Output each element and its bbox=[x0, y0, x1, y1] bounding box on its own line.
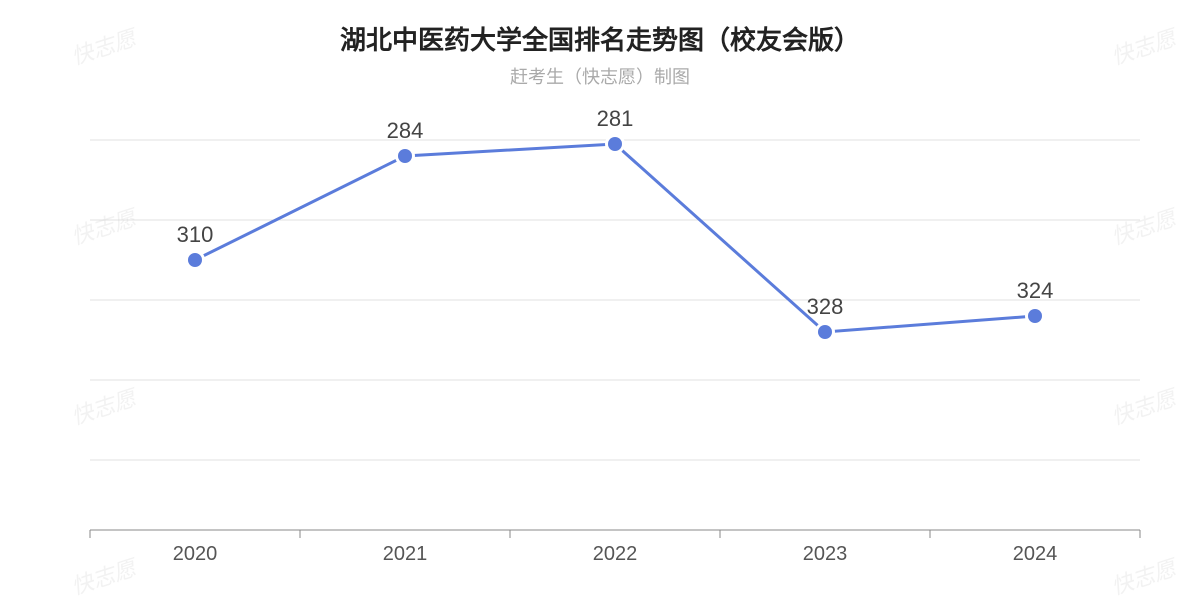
x-axis-label: 2020 bbox=[173, 543, 218, 565]
data-marker bbox=[1028, 309, 1042, 323]
data-label: 281 bbox=[597, 106, 634, 131]
x-axis-label: 2024 bbox=[1013, 543, 1058, 565]
x-axis-label: 2021 bbox=[383, 543, 428, 565]
data-label: 328 bbox=[807, 294, 844, 319]
data-label: 324 bbox=[1017, 278, 1054, 303]
data-marker bbox=[398, 149, 412, 163]
line-chart: 2020 2021 2022 2023 2024 310 284 281 328 324 bbox=[0, 0, 1200, 600]
data-label: 284 bbox=[387, 118, 424, 143]
data-marker bbox=[608, 137, 622, 151]
data-label: 310 bbox=[177, 222, 214, 247]
data-marker bbox=[188, 253, 202, 267]
chart-area: 2020 2021 2022 2023 2024 310 284 281 328 324 bbox=[0, 0, 1200, 600]
x-axis-label: 2023 bbox=[803, 543, 848, 565]
x-axis-label: 2022 bbox=[593, 543, 638, 565]
data-marker bbox=[818, 325, 832, 339]
data-line bbox=[195, 144, 1035, 332]
